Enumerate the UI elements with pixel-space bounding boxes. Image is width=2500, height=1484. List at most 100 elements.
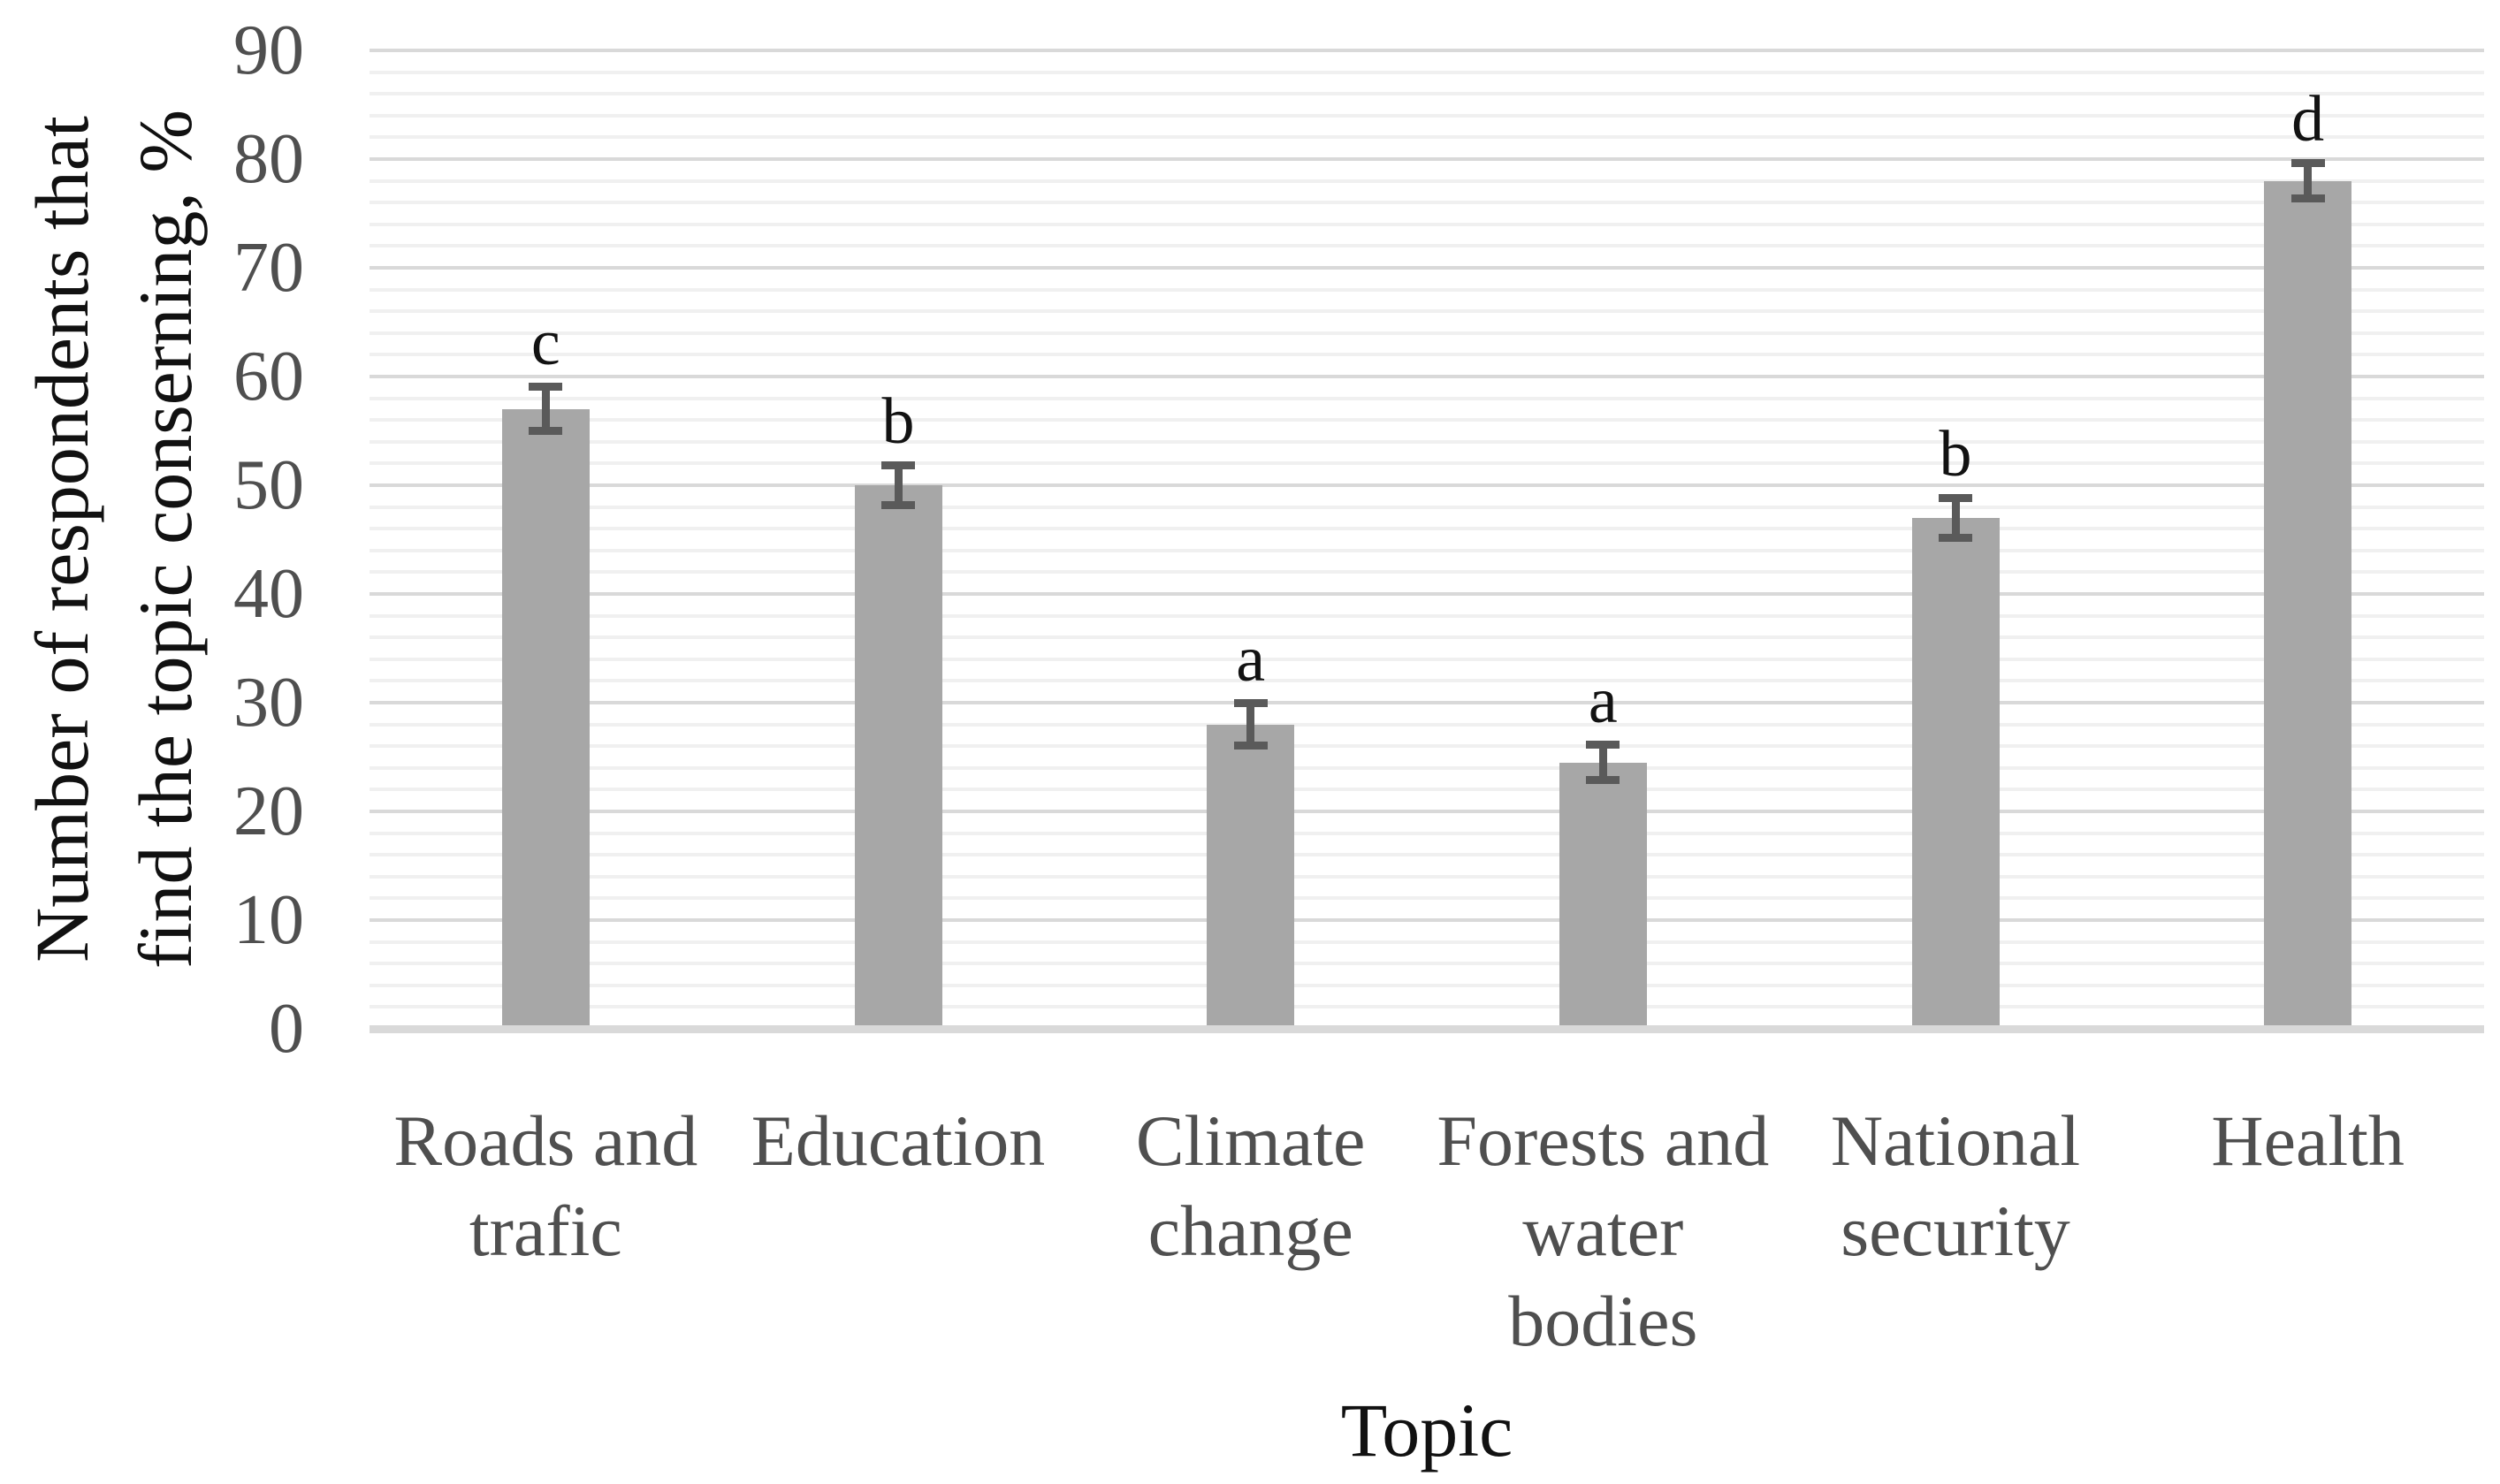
minor-gridline-34 bbox=[370, 657, 2484, 661]
minor-gridline-88 bbox=[370, 70, 2484, 74]
minor-gridline-74 bbox=[370, 222, 2484, 226]
minor-gridline-14 bbox=[370, 874, 2484, 879]
y-tick-label-20: 20 bbox=[233, 772, 304, 850]
category-label-forests-and-water-bodies: Forests and water bodies bbox=[1399, 1096, 1806, 1366]
category-label-health: Health bbox=[2105, 1096, 2500, 1186]
minor-gridline-78 bbox=[370, 179, 2484, 183]
error-bar-top-cap-climate-change bbox=[1233, 699, 1268, 708]
major-gridline-40 bbox=[370, 592, 2484, 596]
minor-gridline-22 bbox=[370, 788, 2484, 792]
minor-gridline-32 bbox=[370, 679, 2484, 683]
y-tick-label-90: 90 bbox=[233, 11, 304, 89]
major-gridline-50 bbox=[370, 483, 2484, 487]
minor-gridline-46 bbox=[370, 527, 2484, 531]
error-bar-bottom-cap-roads-and-trafic bbox=[529, 427, 563, 436]
minor-gridline-56 bbox=[370, 418, 2484, 422]
minor-gridline-86 bbox=[370, 92, 2484, 96]
minor-gridline-2 bbox=[370, 1005, 2484, 1009]
bar-health bbox=[2264, 180, 2352, 1029]
bar-education bbox=[854, 485, 942, 1029]
error-bar-top-cap-national-security bbox=[1939, 493, 1972, 502]
minor-gridline-68 bbox=[370, 287, 2484, 292]
significance-letter-health: d bbox=[2291, 83, 2325, 156]
minor-gridline-38 bbox=[370, 613, 2484, 618]
minor-gridline-82 bbox=[370, 135, 2484, 140]
error-bar-stem-forests-and-water-bodies bbox=[1598, 741, 1607, 785]
minor-gridline-12 bbox=[370, 896, 2484, 901]
category-label-line: Roads and bbox=[393, 1100, 698, 1181]
category-label-line: security bbox=[1841, 1191, 2070, 1271]
minor-gridline-18 bbox=[370, 831, 2484, 835]
y-tick-label-50: 50 bbox=[233, 446, 304, 524]
minor-gridline-66 bbox=[370, 309, 2484, 314]
major-gridline-10 bbox=[370, 918, 2484, 922]
error-bar-top-cap-roads-and-trafic bbox=[529, 383, 563, 392]
major-gridline-80 bbox=[370, 157, 2484, 161]
bar-national-security bbox=[1911, 517, 2000, 1029]
minor-gridline-4 bbox=[370, 983, 2484, 987]
major-gridline-90 bbox=[370, 49, 2484, 52]
category-label-line: water bbox=[1522, 1191, 1684, 1271]
error-bar-stem-roads-and-trafic bbox=[541, 383, 550, 436]
category-label-line: trafic bbox=[469, 1191, 622, 1271]
y-axis-title-line-2: find the topic conserning, % bbox=[123, 109, 208, 970]
error-bar-stem-health bbox=[2304, 159, 2313, 203]
error-bar-bottom-cap-climate-change bbox=[1233, 741, 1268, 750]
y-axis-title-line-1: Number of respondents that bbox=[19, 116, 104, 963]
y-tick-label-30: 30 bbox=[233, 664, 304, 742]
minor-gridline-42 bbox=[370, 570, 2484, 575]
significance-letter-national-security: b bbox=[1939, 417, 1972, 491]
category-label-roads-and-trafic: Roads and trafic bbox=[342, 1096, 749, 1276]
minor-gridline-58 bbox=[370, 396, 2484, 400]
y-tick-label-60: 60 bbox=[233, 338, 304, 415]
major-gridline-30 bbox=[370, 701, 2484, 704]
significance-letter-roads-and-trafic: c bbox=[530, 307, 560, 380]
minor-gridline-62 bbox=[370, 353, 2484, 357]
y-tick-label-0: 0 bbox=[269, 990, 304, 1068]
minor-gridline-54 bbox=[370, 439, 2484, 444]
x-axis-line bbox=[370, 1025, 2484, 1033]
category-label-line: bodies bbox=[1508, 1281, 1698, 1361]
error-bar-bottom-cap-forests-and-water-bodies bbox=[1586, 776, 1620, 785]
significance-letter-climate-change: a bbox=[1236, 623, 1266, 696]
error-bar-bottom-cap-education bbox=[881, 501, 915, 510]
bar-roads-and-trafic bbox=[501, 408, 590, 1029]
minor-gridline-24 bbox=[370, 765, 2484, 770]
significance-letter-forests-and-water-bodies: a bbox=[1588, 665, 1618, 738]
category-label-education: Education bbox=[695, 1096, 1101, 1186]
y-tick-label-10: 10 bbox=[233, 881, 304, 959]
error-bar-stem-national-security bbox=[1951, 493, 1960, 542]
error-bar-bottom-cap-health bbox=[2290, 194, 2325, 203]
category-label-line: Climate bbox=[1135, 1100, 1366, 1181]
minor-gridline-52 bbox=[370, 461, 2484, 466]
category-label-line: Health bbox=[2211, 1100, 2405, 1181]
minor-gridline-48 bbox=[370, 505, 2484, 509]
category-label-climate-change: Climate change bbox=[1048, 1096, 1454, 1276]
error-bar-top-cap-education bbox=[881, 460, 915, 469]
minor-gridline-28 bbox=[370, 722, 2484, 727]
error-bar-top-cap-health bbox=[2290, 159, 2325, 167]
bar-climate-change bbox=[1207, 724, 1295, 1029]
minor-gridline-84 bbox=[370, 113, 2484, 118]
category-label-line: Education bbox=[751, 1100, 1046, 1181]
major-gridline-70 bbox=[370, 266, 2484, 270]
error-bar-bottom-cap-national-security bbox=[1939, 533, 1972, 542]
y-axis-title: Number of respondents that find the topi… bbox=[11, 0, 217, 1114]
minor-gridline-64 bbox=[370, 331, 2484, 335]
x-axis-title: Topic bbox=[1340, 1388, 1513, 1473]
error-bar-top-cap-forests-and-water-bodies bbox=[1586, 741, 1620, 750]
y-tick-label-80: 80 bbox=[233, 120, 304, 198]
error-bar-stem-education bbox=[894, 460, 903, 510]
minor-gridline-44 bbox=[370, 548, 2484, 552]
minor-gridline-76 bbox=[370, 201, 2484, 205]
significance-letter-education: b bbox=[881, 384, 915, 458]
y-tick-label-40: 40 bbox=[233, 555, 304, 633]
major-gridline-60 bbox=[370, 375, 2484, 378]
category-label-national-security: National security bbox=[1752, 1096, 2159, 1276]
y-tick-label-70: 70 bbox=[233, 229, 304, 307]
minor-gridline-26 bbox=[370, 744, 2484, 749]
category-label-line: change bbox=[1147, 1191, 1353, 1271]
minor-gridline-6 bbox=[370, 962, 2484, 966]
bar-forests-and-water-bodies bbox=[1559, 762, 1647, 1029]
